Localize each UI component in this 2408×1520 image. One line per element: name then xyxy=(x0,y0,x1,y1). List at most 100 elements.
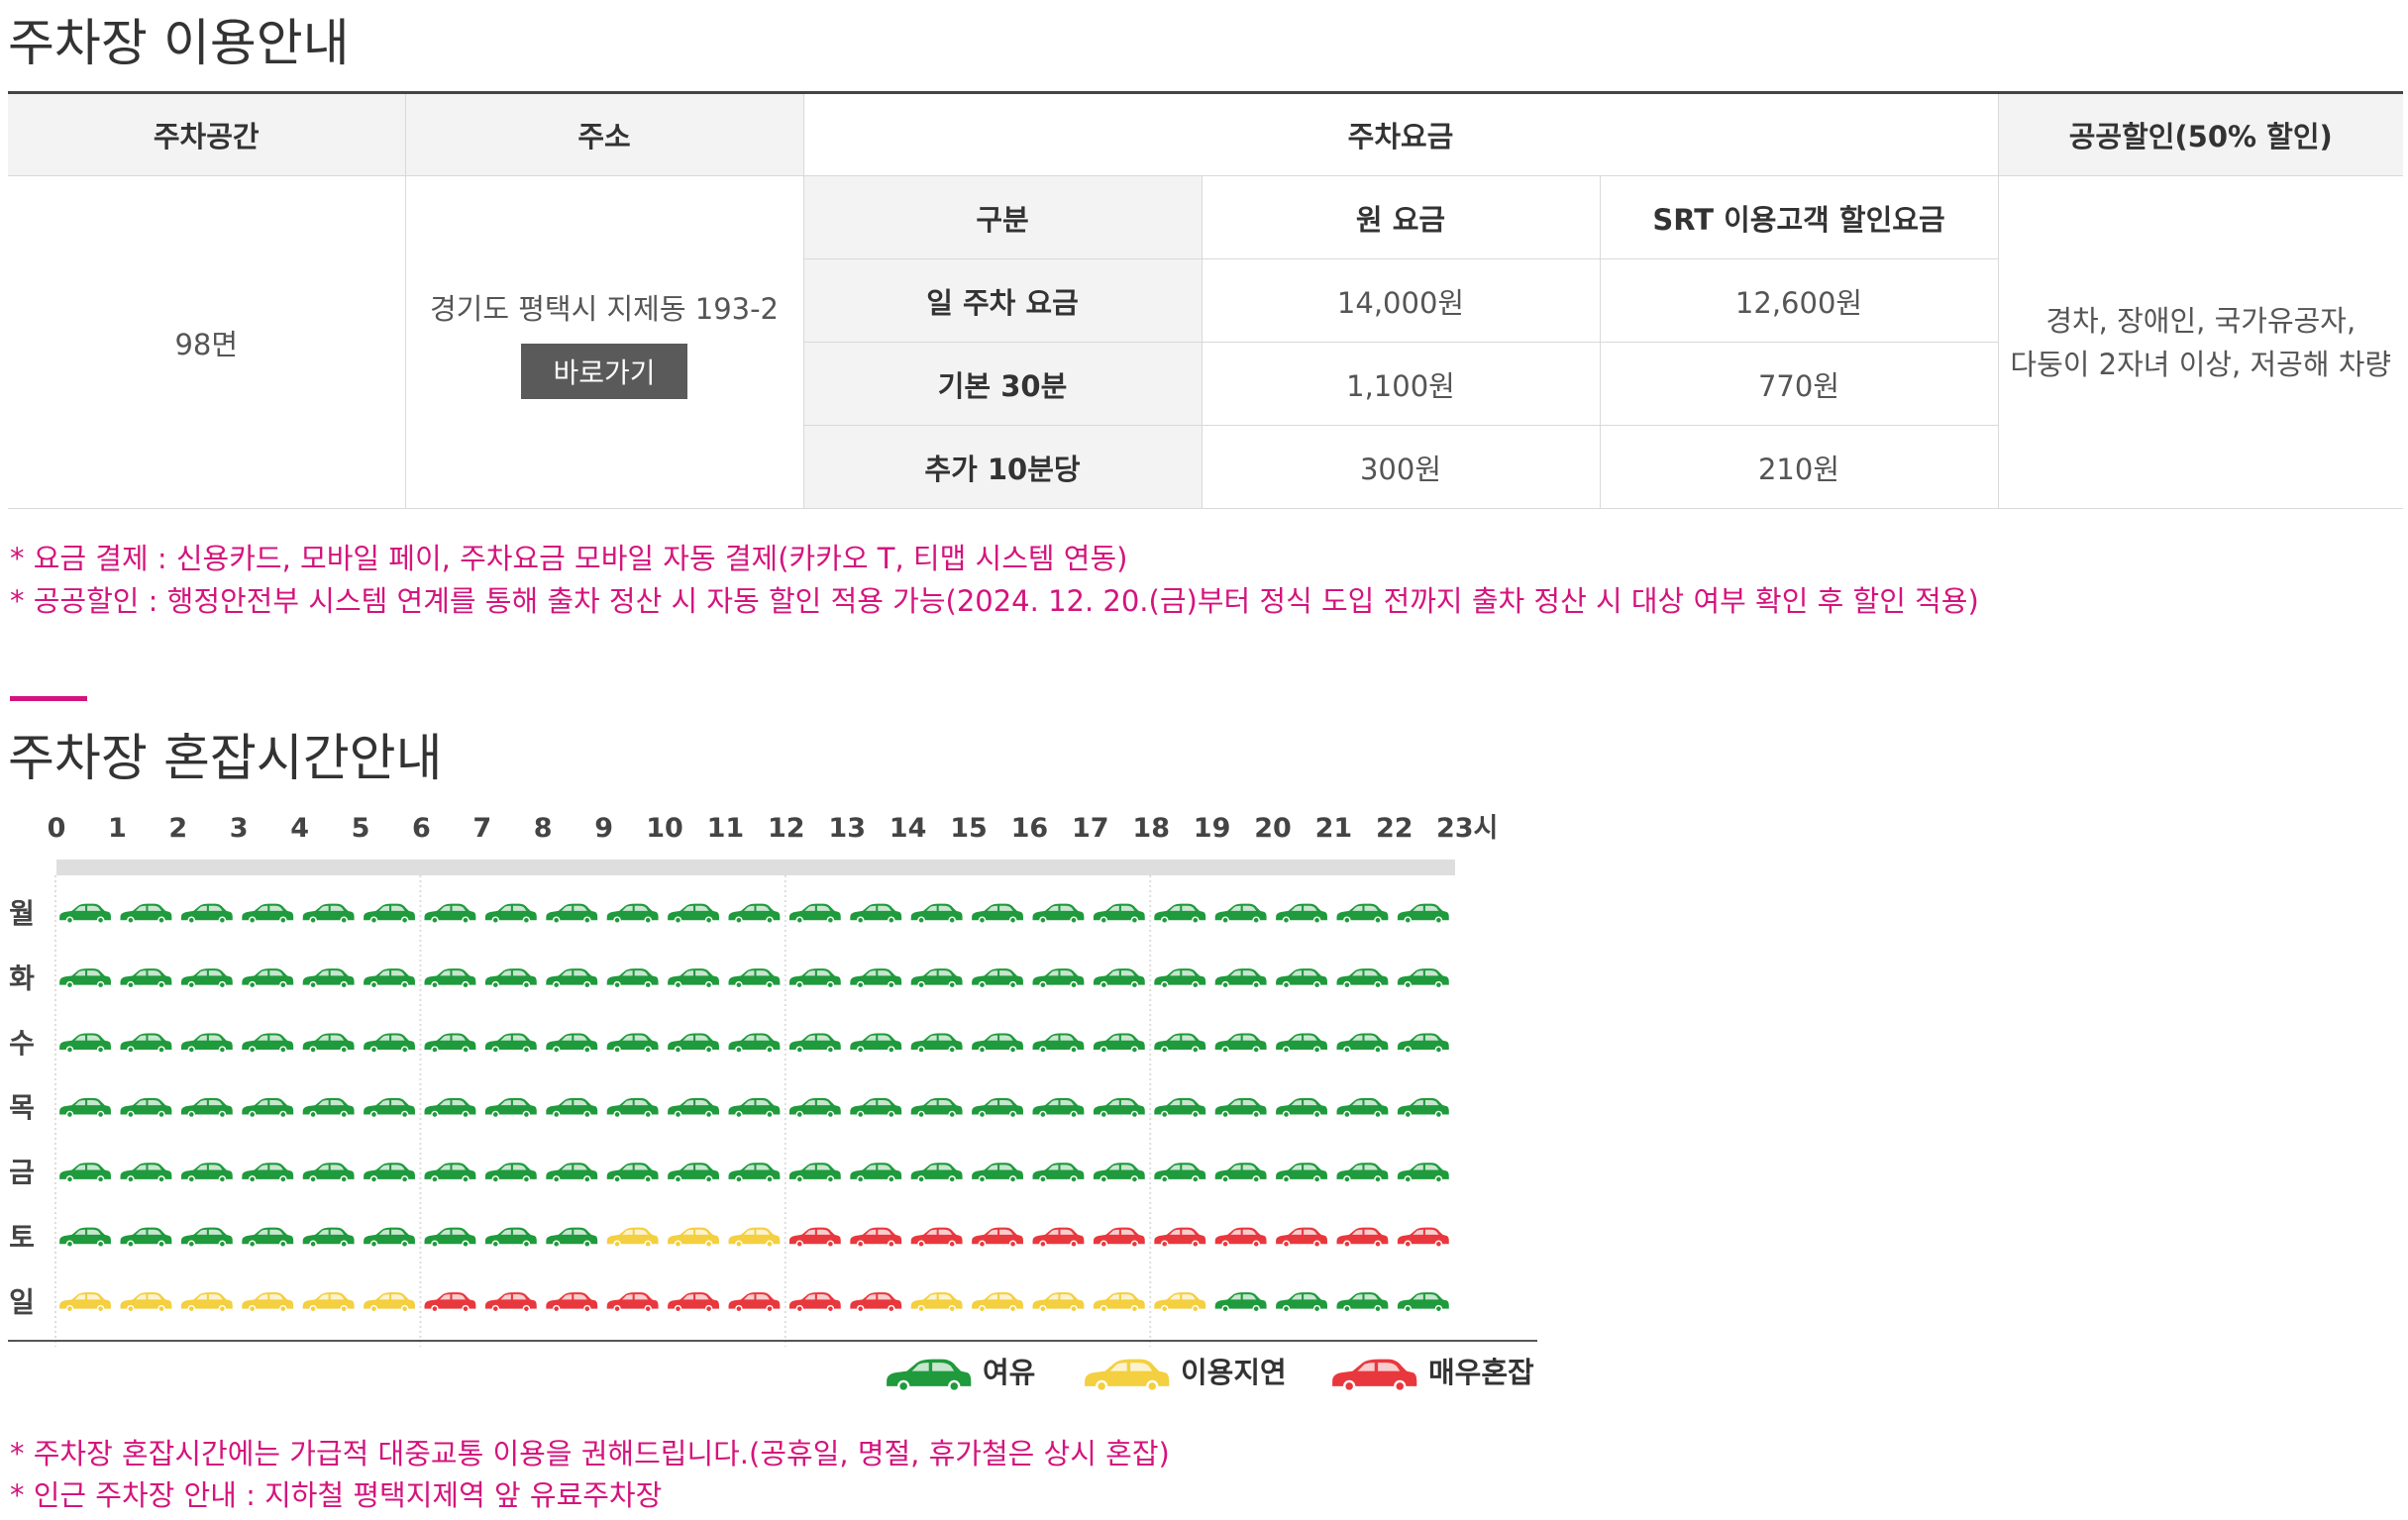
car-icon xyxy=(302,903,355,924)
day-label: 토 xyxy=(9,1221,35,1254)
car-icon xyxy=(1276,1292,1327,1313)
hour-label: 4 xyxy=(290,813,309,844)
car-icon xyxy=(424,1163,476,1183)
car-icon xyxy=(850,1163,902,1183)
car-icon xyxy=(728,1033,781,1054)
legend-label: 매우혼잡 xyxy=(1428,1356,1534,1389)
car-icon xyxy=(1397,968,1449,989)
car-icon xyxy=(788,1163,841,1183)
hour-label: 14 xyxy=(890,813,927,844)
car-icon xyxy=(1276,1163,1327,1183)
car-icon xyxy=(59,1163,111,1183)
car-icon xyxy=(546,1097,598,1119)
hour-label: 9 xyxy=(594,813,613,844)
car-icon xyxy=(364,968,415,989)
car-icon xyxy=(302,1292,355,1313)
car-icon xyxy=(788,1097,841,1119)
parking-info-table: 주차공간 주소 주차요금 공공할인(50% 할인) 98면 경기도 평택시 지제… xyxy=(8,91,2404,509)
car-icon xyxy=(484,1227,537,1248)
car-icon xyxy=(424,1033,476,1054)
car-icon xyxy=(972,1163,1023,1183)
car-icon xyxy=(120,903,172,924)
car-icon xyxy=(728,968,781,989)
car-icon xyxy=(424,903,476,924)
day-label: 수 xyxy=(9,1027,35,1060)
hour-label: 17 xyxy=(1072,813,1109,844)
car-icon xyxy=(1214,1227,1267,1248)
car-icon xyxy=(728,1163,781,1183)
car-icon xyxy=(424,1097,476,1119)
car-icon xyxy=(546,903,598,924)
car-icon xyxy=(1154,1227,1206,1248)
fee-row: 일 주차 요금 14,000원 12,600원 xyxy=(8,258,2403,343)
car-icon xyxy=(424,1292,476,1313)
address-cell: 경기도 평택시 지제동 193-2 바로가기 xyxy=(404,175,804,509)
car-icon xyxy=(484,1292,537,1313)
car-icon xyxy=(1336,1227,1389,1248)
car-icon xyxy=(242,1033,294,1054)
car-icon xyxy=(850,903,902,924)
fee-srt: 770원 xyxy=(1599,342,1999,426)
car-icon xyxy=(1093,968,1145,989)
hour-label: 19 xyxy=(1194,813,1231,844)
fee-label: 추가 10분당 xyxy=(803,425,1203,509)
hour-label: 15 xyxy=(950,813,988,844)
car-icon xyxy=(910,1163,963,1183)
car-icon xyxy=(972,1097,1023,1119)
hour-label: 1 xyxy=(108,813,127,844)
fee-srt: 210원 xyxy=(1599,425,1999,509)
car-icon xyxy=(910,1227,963,1248)
hour-label: 23시 xyxy=(1436,813,1498,844)
day-label: 월 xyxy=(9,897,35,930)
car-icon xyxy=(1397,1292,1449,1313)
car-icon xyxy=(1397,903,1449,924)
car-icon xyxy=(180,1227,233,1248)
car-icon xyxy=(850,1292,902,1313)
car-icon xyxy=(1336,1292,1389,1313)
car-icon xyxy=(668,1097,719,1119)
subheader-srt: SRT 이용고객 할인요금 xyxy=(1599,175,1999,259)
day-label: 금 xyxy=(9,1157,35,1189)
congestion-chart: 0 1 2 3 4 5 6 7 8 9 10 11 12 13 14 15 16 17 18 19 20 21 22 23시월… xyxy=(8,813,1537,1347)
car-icon xyxy=(1276,1097,1327,1119)
car-icon xyxy=(1276,1033,1327,1054)
hour-band xyxy=(56,860,1455,875)
car-icon xyxy=(606,1227,659,1248)
car-icon xyxy=(1214,903,1267,924)
car-icon xyxy=(1214,1292,1267,1313)
car-icon xyxy=(1336,903,1389,924)
car-icon xyxy=(120,1033,172,1054)
car-icon xyxy=(788,1227,841,1248)
car-icon xyxy=(180,1292,233,1313)
car-icon xyxy=(1214,1163,1267,1183)
car-icon xyxy=(606,1163,659,1183)
car-icon xyxy=(242,1163,294,1183)
car-icon xyxy=(1214,1033,1267,1054)
discount-note: * 공공할인 : 행정안전부 시스템 연계를 통해 출차 정산 시 자동 할인 … xyxy=(10,584,1979,618)
hour-label: 2 xyxy=(168,813,187,844)
car-icon xyxy=(606,903,659,924)
car-icon xyxy=(850,1033,902,1054)
car-icon xyxy=(668,968,719,989)
goto-button[interactable]: 바로가기 xyxy=(521,343,687,399)
car-icon xyxy=(668,903,719,924)
car-icon xyxy=(1154,1097,1206,1119)
car-icon xyxy=(120,1163,172,1183)
legend-item-delay: 이용지연 xyxy=(1078,1350,1287,1393)
discount-line-2: 다둥이 2자녀 이상, 저공해 차량 xyxy=(2010,347,2392,381)
car-icon xyxy=(668,1033,719,1054)
car-icon xyxy=(850,968,902,989)
car-icon xyxy=(910,1033,963,1054)
car-icon xyxy=(1093,1292,1145,1313)
car-icon xyxy=(120,1097,172,1119)
header-fee: 주차요금 xyxy=(802,92,1999,176)
subheader-category: 구분 xyxy=(802,175,1203,259)
fee-original: 1,100원 xyxy=(1201,342,1601,426)
car-icon xyxy=(424,1227,476,1248)
car-icon xyxy=(546,968,598,989)
car-icon xyxy=(1336,1163,1389,1183)
car-icon xyxy=(1032,1163,1085,1183)
subheader-original: 원 요금 xyxy=(1201,175,1601,259)
legend-label: 여유 xyxy=(983,1356,1036,1389)
hour-label: 0 xyxy=(48,813,66,844)
